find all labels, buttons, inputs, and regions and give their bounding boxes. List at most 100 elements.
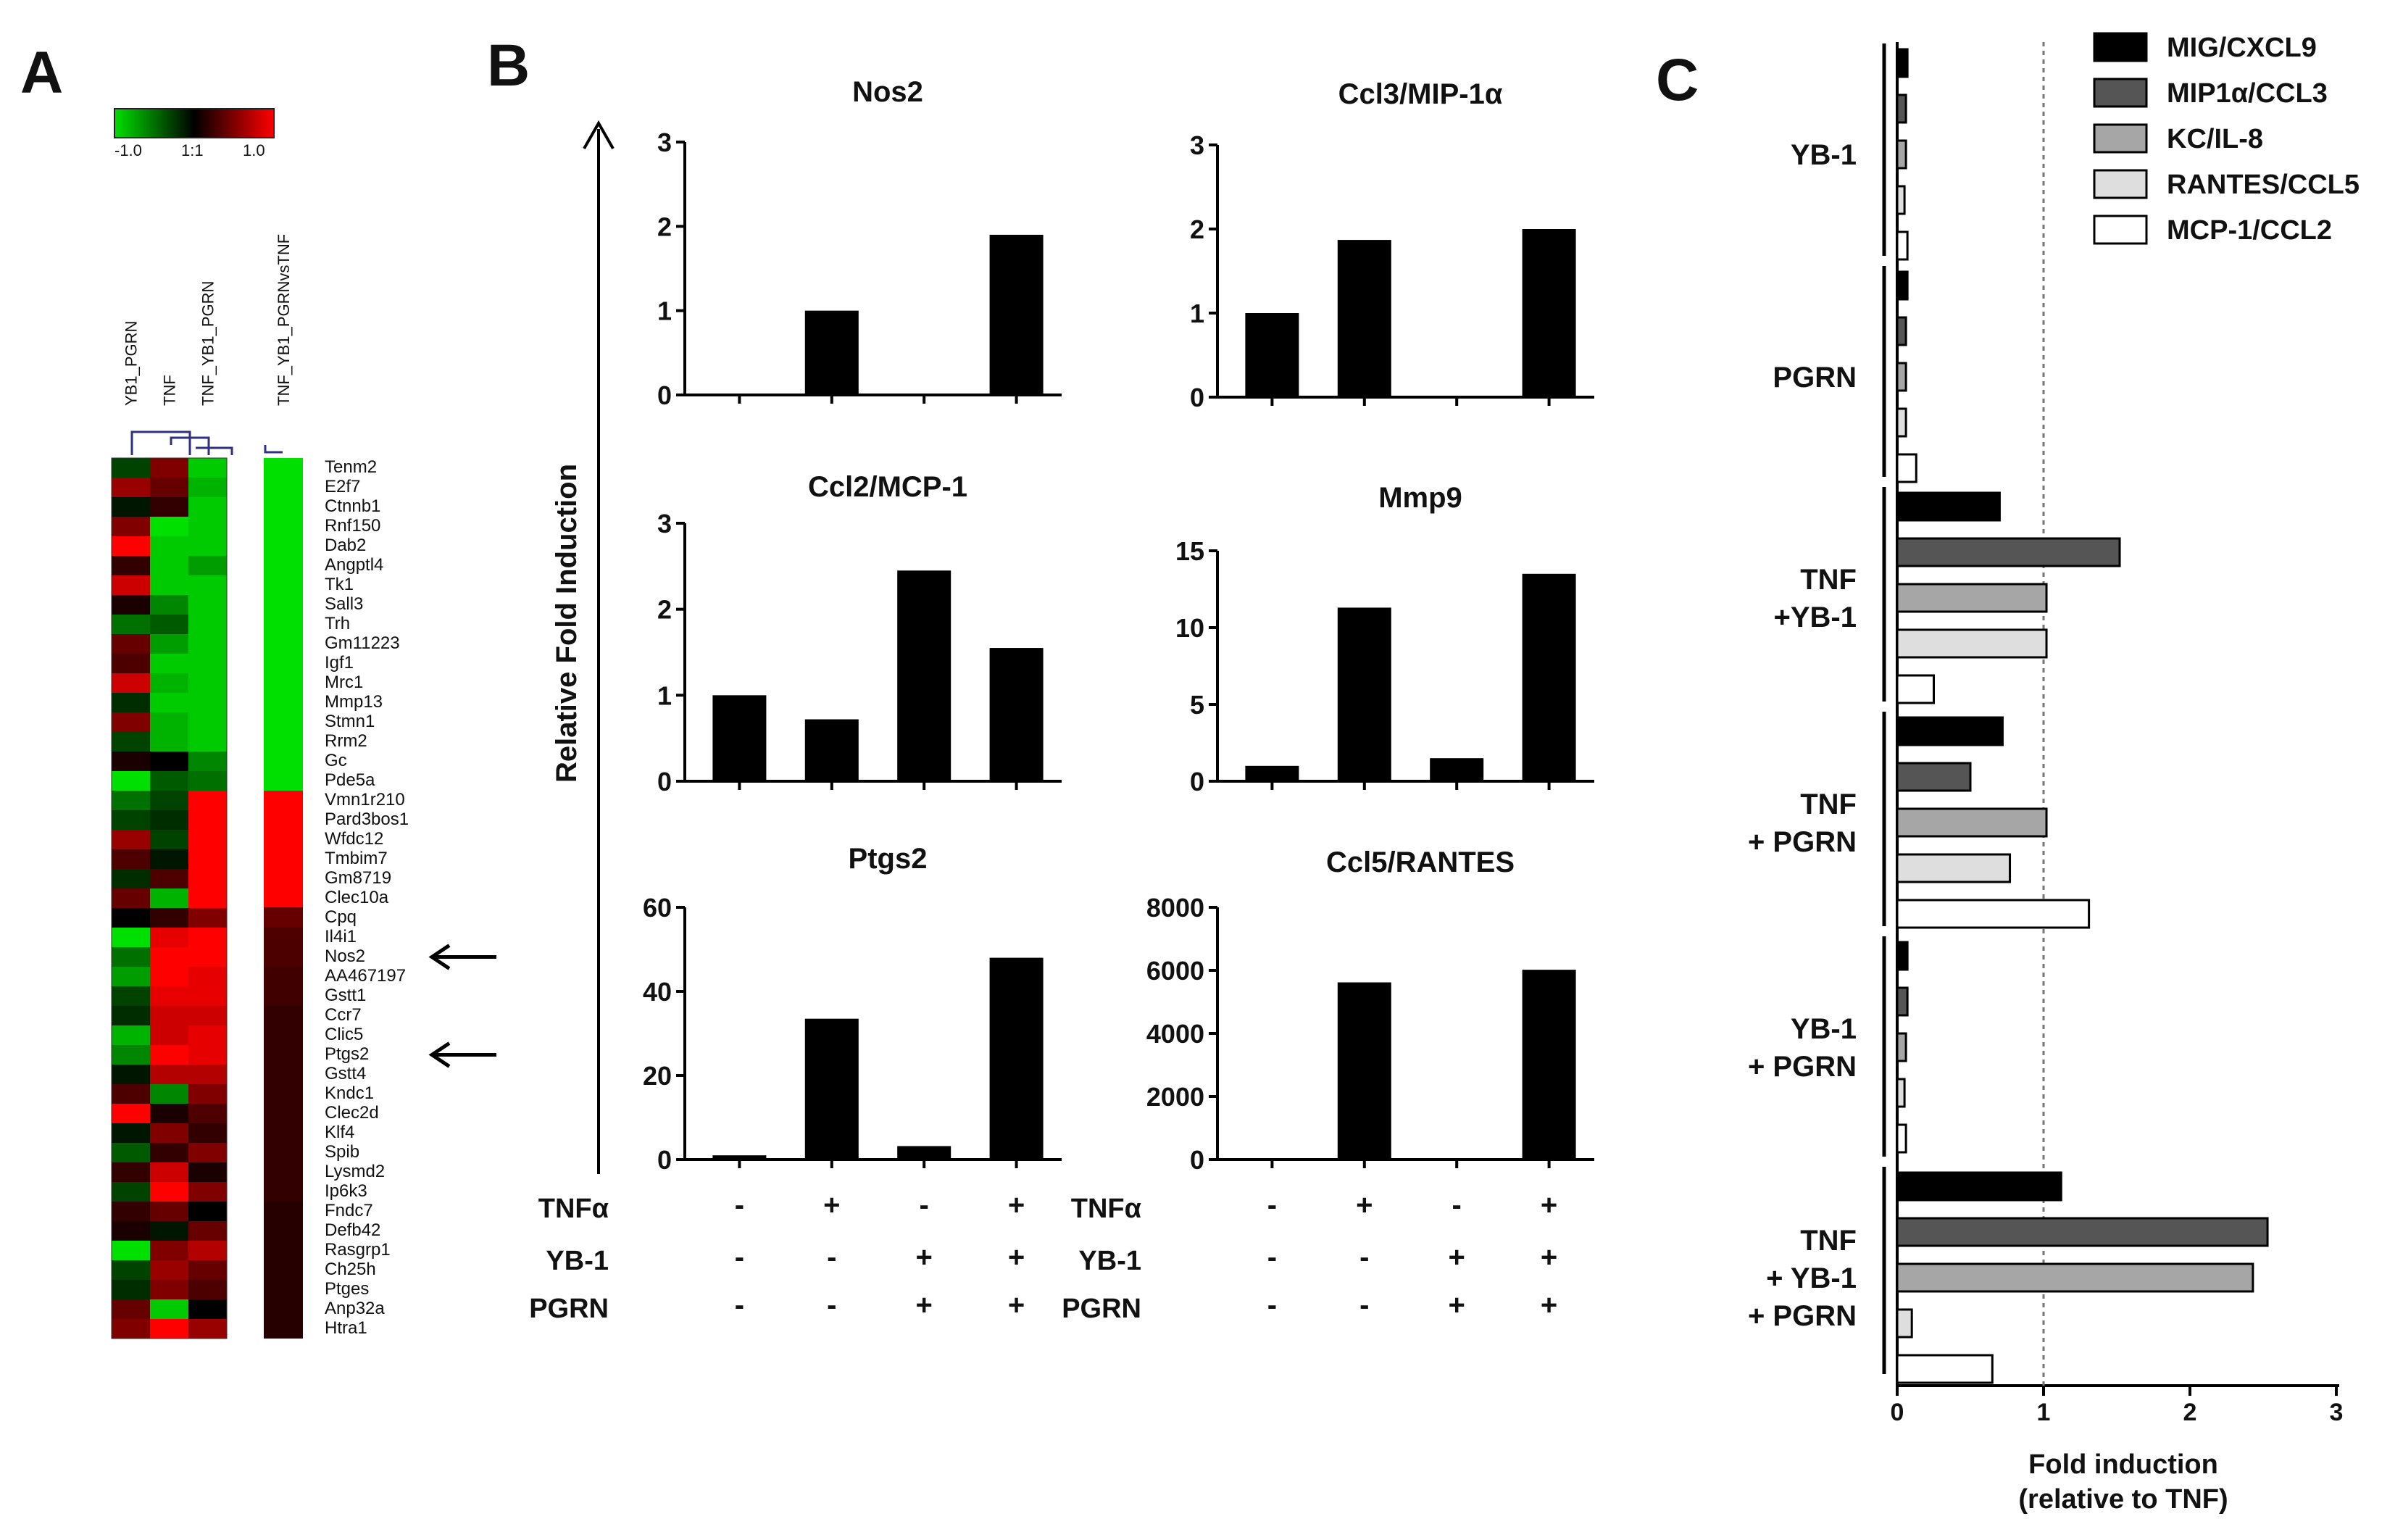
- bar: [1896, 185, 1906, 215]
- heatmap-cell: [188, 1280, 227, 1299]
- x-axis-label: (relative to TNF): [2018, 1484, 2228, 1515]
- heatmap-cell: [112, 1123, 150, 1143]
- heatmap-cell: [150, 693, 188, 712]
- y-tick-label: 2: [657, 595, 672, 625]
- x-tick-label: 3: [2330, 1399, 2344, 1426]
- bar-group: TNF + PGRN: [1748, 712, 2091, 929]
- heatmap-cell: [188, 771, 227, 791]
- legend-swatch: [2093, 215, 2148, 245]
- heatmap-cell: [150, 888, 188, 908]
- heatmap-panel: -1.0 1:1 1.0 YB1_PGRN TNF TNF_YB1_PGRN TNF_…: [111, 108, 496, 1339]
- heatmap-comparison-cell: [264, 693, 303, 712]
- heatmap-cell: [112, 478, 150, 497]
- bar-subplot: Nos2 0 1 2 3: [657, 76, 1062, 410]
- legend-item: MIG/CXCL9: [2093, 32, 2317, 63]
- group-label: PGRN: [1773, 362, 1857, 394]
- gene-label: Pard3bos1: [325, 809, 409, 829]
- heatmap-cell: [150, 1202, 188, 1221]
- bar: [804, 310, 859, 395]
- heatmap-cell: [112, 986, 150, 1006]
- heatmap-cell: [150, 947, 188, 967]
- bar: [1430, 758, 1484, 781]
- bar: [712, 695, 767, 781]
- heatmap-cell: [150, 575, 188, 595]
- heatmap-cell: [188, 1123, 227, 1143]
- bar: [1896, 1354, 1994, 1384]
- heatmap-cell: [188, 791, 227, 810]
- bar: [1896, 674, 1935, 704]
- heatmap-cell: [150, 1065, 188, 1084]
- y-tick-label: 40: [643, 977, 672, 1007]
- heatmap-cell: [150, 986, 188, 1006]
- heatmap-cell: [188, 849, 227, 869]
- heatmap-cell: [150, 849, 188, 869]
- heatmap-comparison-cell: [264, 771, 303, 791]
- heatmap-cell: [150, 752, 188, 771]
- bar-subplot: Ccl3/MIP-1α 0 1 2 3: [1190, 78, 1594, 412]
- heatmap-cell: [188, 1104, 227, 1123]
- group-label: TNF: [1800, 564, 1857, 596]
- heatmap-cell: [112, 752, 150, 771]
- heatmap-cell: [150, 1084, 188, 1104]
- heatmap-cell: [188, 536, 227, 556]
- condition-label: TNFα: [1071, 1194, 1141, 1224]
- bar: [1245, 313, 1299, 397]
- heatmap-comparison-cell: [264, 810, 303, 830]
- bar-subplot: Ptgs2 0 20 40 60: [643, 843, 1062, 1175]
- heatmap-cell: [112, 575, 150, 595]
- heatmap-comparison-cell: [264, 1319, 303, 1339]
- condition-sign: -: [920, 1189, 929, 1221]
- heatmap-cell: [112, 1280, 150, 1299]
- group-label: YB-1: [1791, 139, 1857, 171]
- heatmap-comparison-cell: [264, 947, 303, 967]
- heatmap-cell: [112, 1065, 150, 1084]
- condition-sign: +: [1008, 1241, 1025, 1273]
- legend-swatch: [2093, 32, 2148, 62]
- condition-sign: -: [735, 1289, 744, 1321]
- heatmap-cell: [188, 497, 227, 517]
- bar: [1522, 229, 1576, 397]
- bar-subplot: Mmp9 0 5 10 15: [1175, 482, 1594, 796]
- heatmap-cell: [188, 1221, 227, 1241]
- legend-label: MIP1α/CCL3: [2167, 78, 2328, 109]
- y-tick-label: 4000: [1146, 1019, 1204, 1049]
- condition-label: YB-1: [1078, 1246, 1141, 1276]
- heatmap-column-label: TNF_YB1_PGRN: [199, 281, 217, 406]
- heatmap-cell: [150, 1241, 188, 1260]
- heatmap-cell: [150, 595, 188, 615]
- subplot-title: Ccl2/MCP-1: [808, 471, 967, 503]
- condition-sign: +: [1008, 1189, 1025, 1221]
- heatmap-cell: [150, 1319, 188, 1339]
- heatmap-cell: [112, 556, 150, 575]
- gene-label: Rnf150: [325, 516, 380, 536]
- gene-label: Cpq: [325, 907, 357, 927]
- y-tick-label: 8000: [1146, 893, 1204, 923]
- bar: [1896, 48, 1909, 78]
- heatmap-column-label: YB1_PGRN: [122, 321, 141, 406]
- heatmap-cell: [112, 1143, 150, 1162]
- heatmap-cell: [150, 1299, 188, 1319]
- gene-label: Fndc7: [325, 1201, 373, 1220]
- heatmap-comparison-cell: [264, 1065, 303, 1084]
- bar: [1896, 407, 1907, 438]
- panel-label-b: B: [487, 33, 530, 99]
- heatmap-cell: [112, 810, 150, 830]
- gene-label: Defb42: [325, 1220, 380, 1240]
- heatmap-cell: [150, 458, 188, 478]
- heatmap-cell: [188, 947, 227, 967]
- gene-label: Mmp13: [325, 692, 383, 712]
- heatmap-cell: [112, 712, 150, 732]
- gene-label: Tmbim7: [325, 849, 388, 868]
- heatmap-comparison-cell: [264, 1162, 303, 1182]
- gene-label: Gm8719: [325, 868, 391, 888]
- y-tick-label: 2: [1190, 215, 1204, 244]
- condition-sign: -: [1359, 1289, 1369, 1321]
- heatmap-cell: [112, 1045, 150, 1065]
- heatmap-cell: [112, 1104, 150, 1123]
- gene-label: Nos2: [325, 946, 365, 966]
- bar-subplot: Ccl5/RANTES 0 2000 4000 6000 8000: [1146, 846, 1594, 1175]
- bar: [712, 1155, 767, 1160]
- horizontal-bar-panel: 0 1 2 3 Fold induction (relative to TNF) YB-1 P…: [1748, 32, 2360, 1515]
- bar: [1337, 982, 1391, 1160]
